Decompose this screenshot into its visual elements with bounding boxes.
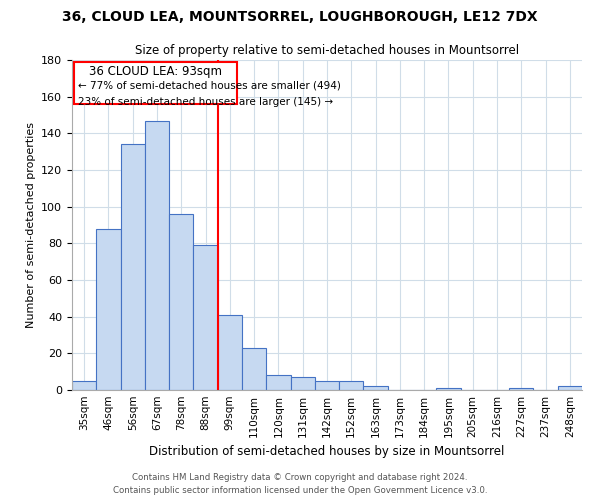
Title: Size of property relative to semi-detached houses in Mountsorrel: Size of property relative to semi-detach…	[135, 44, 519, 58]
FancyBboxPatch shape	[74, 62, 237, 104]
Text: 36, CLOUD LEA, MOUNTSORREL, LOUGHBOROUGH, LE12 7DX: 36, CLOUD LEA, MOUNTSORREL, LOUGHBOROUGH…	[62, 10, 538, 24]
Text: Contains HM Land Registry data © Crown copyright and database right 2024.
Contai: Contains HM Land Registry data © Crown c…	[113, 474, 487, 495]
Bar	[509, 388, 533, 390]
Bar	[339, 381, 364, 390]
Bar	[72, 381, 96, 390]
Bar	[121, 144, 145, 390]
Bar	[193, 245, 218, 390]
Bar	[364, 386, 388, 390]
Bar	[315, 381, 339, 390]
Bar	[218, 315, 242, 390]
Text: ← 77% of semi-detached houses are smaller (494): ← 77% of semi-detached houses are smalle…	[78, 80, 341, 90]
Bar	[436, 388, 461, 390]
Bar	[169, 214, 193, 390]
Bar	[96, 228, 121, 390]
Bar	[266, 376, 290, 390]
Bar	[290, 377, 315, 390]
Text: 36 CLOUD LEA: 93sqm: 36 CLOUD LEA: 93sqm	[89, 66, 222, 78]
Text: 23% of semi-detached houses are larger (145) →: 23% of semi-detached houses are larger (…	[78, 96, 333, 106]
X-axis label: Distribution of semi-detached houses by size in Mountsorrel: Distribution of semi-detached houses by …	[149, 446, 505, 458]
Bar	[558, 386, 582, 390]
Y-axis label: Number of semi-detached properties: Number of semi-detached properties	[26, 122, 35, 328]
Bar	[242, 348, 266, 390]
Bar	[145, 120, 169, 390]
